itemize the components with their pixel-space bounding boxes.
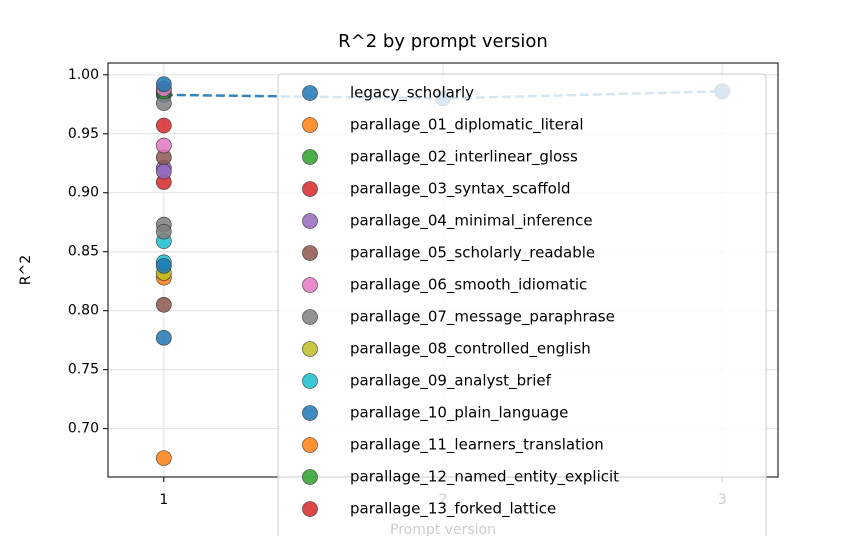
legend-marker <box>302 405 318 421</box>
point <box>156 450 172 466</box>
legend-marker <box>302 181 318 197</box>
legend-label: parallage_08_controlled_english <box>350 340 591 359</box>
legend-marker <box>302 245 318 261</box>
legend-label: legacy_scholarly <box>350 84 474 103</box>
legend-label: parallage_01_diplomatic_literal <box>350 116 584 135</box>
point <box>156 258 172 274</box>
legend-marker <box>302 213 318 229</box>
legend-box <box>277 73 767 536</box>
y-tick-label: 0.80 <box>68 303 99 319</box>
legend-label: parallage_02_interlinear_gloss <box>350 148 578 167</box>
x-tick-label: 1 <box>159 492 168 508</box>
y-axis-label: R^2 <box>18 255 34 285</box>
legend-marker <box>302 277 318 293</box>
point <box>156 223 172 240</box>
point <box>156 163 172 180</box>
legend-label: parallage_07_message_paraphrase <box>350 308 615 327</box>
y-tick-label: 0.70 <box>68 421 99 437</box>
point <box>156 137 172 154</box>
legend-marker <box>302 85 318 101</box>
y-tick-label: 1.00 <box>68 67 99 83</box>
y-tick-label: 0.90 <box>68 185 99 201</box>
legend-label: parallage_12_named_entity_explicit <box>350 468 619 487</box>
legend-marker <box>302 117 318 133</box>
legend-marker <box>302 437 318 453</box>
legend-label: parallage_04_minimal_inference <box>350 212 593 231</box>
y-tick-label: 0.95 <box>68 126 99 142</box>
point <box>156 76 172 93</box>
legend-marker <box>302 341 318 357</box>
legend-marker <box>302 469 318 485</box>
chart-title: R^2 by prompt version <box>338 31 548 52</box>
legend-label: parallage_11_learners_translation <box>350 436 604 455</box>
point <box>156 296 172 313</box>
legend-marker <box>302 309 318 325</box>
legend-label: parallage_13_forked_lattice <box>350 500 556 519</box>
legend-marker <box>302 149 318 165</box>
legend-label: parallage_06_smooth_idiomatic <box>350 276 587 295</box>
legend-label: parallage_05_scholarly_readable <box>350 244 595 263</box>
legend-marker <box>302 373 318 389</box>
y-tick-label: 0.85 <box>68 244 99 260</box>
legend-label: parallage_03_syntax_scaffold <box>350 180 571 199</box>
legend-label: parallage_10_plain_language <box>350 404 568 423</box>
legend-marker <box>302 501 318 517</box>
point <box>156 330 172 346</box>
y-tick-label: 0.75 <box>68 362 99 378</box>
legend-label: parallage_09_analyst_brief <box>350 372 552 391</box>
point <box>156 117 172 134</box>
